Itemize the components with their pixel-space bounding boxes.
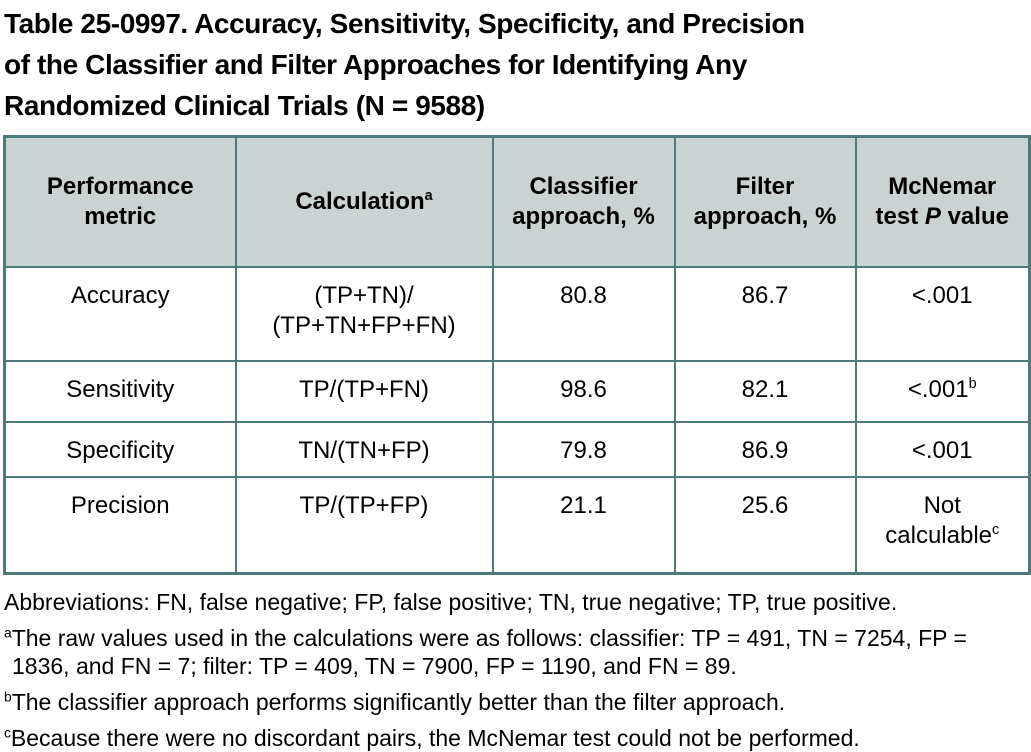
footnote-marker-a: a: [424, 187, 433, 204]
footnote-c: cBecause there were no discordant pairs,…: [4, 725, 860, 751]
cell-p-value: <.001b: [854, 359, 1031, 423]
cell-calculation: TP/(TP+FN): [234, 359, 494, 423]
cell-classifier-value: 79.8: [491, 420, 676, 478]
footnote-a: aThe raw values used in the calculations…: [4, 625, 967, 679]
col-header-label: Calculation: [295, 187, 425, 215]
col-header-classifier-approach: Classifier approach, %: [491, 135, 676, 268]
cell-calculation: TP/(TP+FP): [234, 475, 494, 575]
col-header-label: Performance metric: [46, 172, 194, 230]
cell-classifier-value: 80.8: [491, 265, 676, 362]
cell-performance-metric: Specificity: [3, 420, 237, 478]
col-header-label: McNemar test: [875, 172, 997, 230]
cell-performance-metric: Accuracy: [3, 265, 237, 362]
col-header-mcnemar-p-value: McNemar test P value: [854, 135, 1031, 268]
footnote-b: bThe classifier approach performs signif…: [4, 689, 786, 715]
col-header-label: value: [940, 202, 1009, 230]
table-body: Accuracy (TP+TN)/(TP+TN+FP+FN) 80.8 86.7 <.0…: [3, 265, 1031, 575]
cell-calculation: (TP+TN)/(TP+TN+FP+FN): [234, 265, 494, 362]
cell-filter-value: 82.1: [673, 359, 857, 423]
results-table: Performance metric Calculationa Classifi…: [3, 135, 1031, 575]
col-header-performance-metric: Performance metric: [3, 135, 237, 268]
cell-filter-value: 86.9: [673, 420, 857, 478]
cell-p-value: Not calculablec: [854, 475, 1031, 575]
table-header-row: Performance metric Calculationa Classifi…: [3, 135, 1031, 268]
table-row: Sensitivity TP/(TP+FN) 98.6 82.1 <.001b: [3, 359, 1031, 423]
col-header-label: Classifier approach, %: [512, 172, 655, 230]
footnote-marker-c: c: [4, 725, 11, 741]
cell-classifier-value: 21.1: [491, 475, 676, 575]
col-header-calculation: Calculationa: [234, 135, 494, 268]
col-header-label: Filter approach, %: [693, 172, 837, 230]
footnote-marker-a: a: [4, 625, 12, 641]
footnote-marker-c: c: [992, 521, 1000, 538]
cell-p-value: <.001: [854, 265, 1031, 362]
cell-calculation: TN/(TN+FP): [234, 420, 494, 478]
footnote-abbreviations: Abbreviations: FN, false negative; FP, f…: [4, 589, 898, 615]
cell-p-value: <.001: [854, 420, 1031, 478]
cell-filter-value: 86.7: [673, 265, 857, 362]
table-row: Precision TP/(TP+FP) 21.1 25.6 Not calculabl…: [3, 475, 1031, 575]
footnote-marker-b: b: [4, 689, 12, 705]
cell-performance-metric: Precision: [3, 475, 237, 575]
footnote-marker-b: b: [968, 375, 977, 392]
figure-title: Table 25-0997. Accuracy, Sensitivity, Sp…: [4, 8, 805, 121]
cell-performance-metric: Sensitivity: [3, 359, 237, 423]
table-row: Accuracy (TP+TN)/(TP+TN+FP+FN) 80.8 86.7 <.0…: [3, 265, 1031, 362]
cell-filter-value: 25.6: [673, 475, 857, 575]
p-value-symbol: P: [924, 202, 941, 230]
table-row: Specificity TN/(TN+FP) 79.8 86.9 <.001: [3, 420, 1031, 478]
cell-classifier-value: 98.6: [491, 359, 676, 423]
col-header-filter-approach: Filter approach, %: [673, 135, 857, 268]
footnotes-section: Abbreviations: FN, false negative; FP, f…: [3, 588, 1028, 752]
